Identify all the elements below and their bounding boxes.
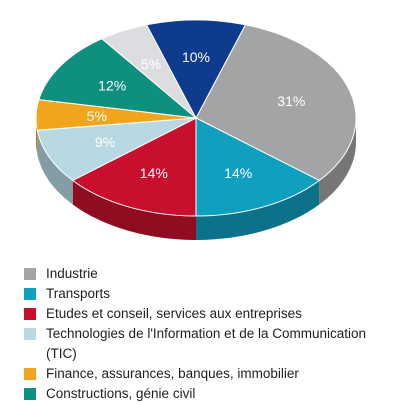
- chart-legend: Industrie Transports Etudes et conseil, se…: [24, 264, 396, 404]
- legend-item: Technologies de l'Information et de la C…: [24, 324, 396, 364]
- pie-slice: [145, 19, 247, 120]
- pie-sides: [36, 118, 356, 240]
- pie-slice-side: [196, 180, 320, 240]
- slice-value-label: 5%: [87, 108, 107, 124]
- pie-slice-side: [72, 180, 196, 240]
- legend-swatch: [24, 268, 36, 280]
- legend-item: Etudes et conseil, services aux entrepri…: [24, 304, 396, 324]
- slice-value-label: 10%: [182, 49, 210, 65]
- legend-label: Industrie: [46, 266, 98, 281]
- pie-slice-side: [319, 118, 356, 205]
- legend-label: Finance, assurances, banques, immobilier: [46, 366, 299, 381]
- pie-labels: 31% 14% 14% 9% 5% 12% 5% 10%: [87, 49, 306, 181]
- pie-slice-side: [37, 130, 73, 205]
- pie-slice: [195, 24, 357, 182]
- legend-swatch: [24, 368, 36, 380]
- legend-swatch: [24, 308, 36, 320]
- slice-value-label: 14%: [224, 165, 252, 181]
- legend-label: Transports: [46, 286, 111, 301]
- pie-slice: [195, 117, 321, 217]
- slice-value-label: 9%: [95, 134, 115, 150]
- pie-tops: [35, 19, 357, 217]
- slice-value-label: 5%: [141, 56, 161, 72]
- legend-label: Technologies de l'Information et de la C…: [46, 326, 367, 361]
- pie-chart-plot: 31% 14% 14% 9% 5% 12% 5% 10%: [35, 19, 357, 240]
- pie-slice: [36, 117, 197, 182]
- pie-slice: [38, 38, 198, 119]
- legend-swatch: [24, 388, 36, 400]
- slice-value-label: 31%: [277, 93, 305, 109]
- legend-swatch: [24, 328, 36, 340]
- pie-slice: [71, 117, 197, 217]
- legend-item: Transports: [24, 284, 396, 304]
- slice-value-label: 12%: [98, 77, 126, 93]
- legend-label: Constructions, génie civil: [46, 386, 196, 401]
- legend-item: Constructions, génie civil: [24, 384, 396, 404]
- legend-label: Etudes et conseil, services aux entrepri…: [46, 306, 302, 321]
- legend-item: Industrie: [24, 264, 396, 284]
- legend-swatch: [24, 288, 36, 300]
- slice-value-label: 14%: [140, 165, 168, 181]
- legend-item: Finance, assurances, banques, immobilier: [24, 364, 396, 384]
